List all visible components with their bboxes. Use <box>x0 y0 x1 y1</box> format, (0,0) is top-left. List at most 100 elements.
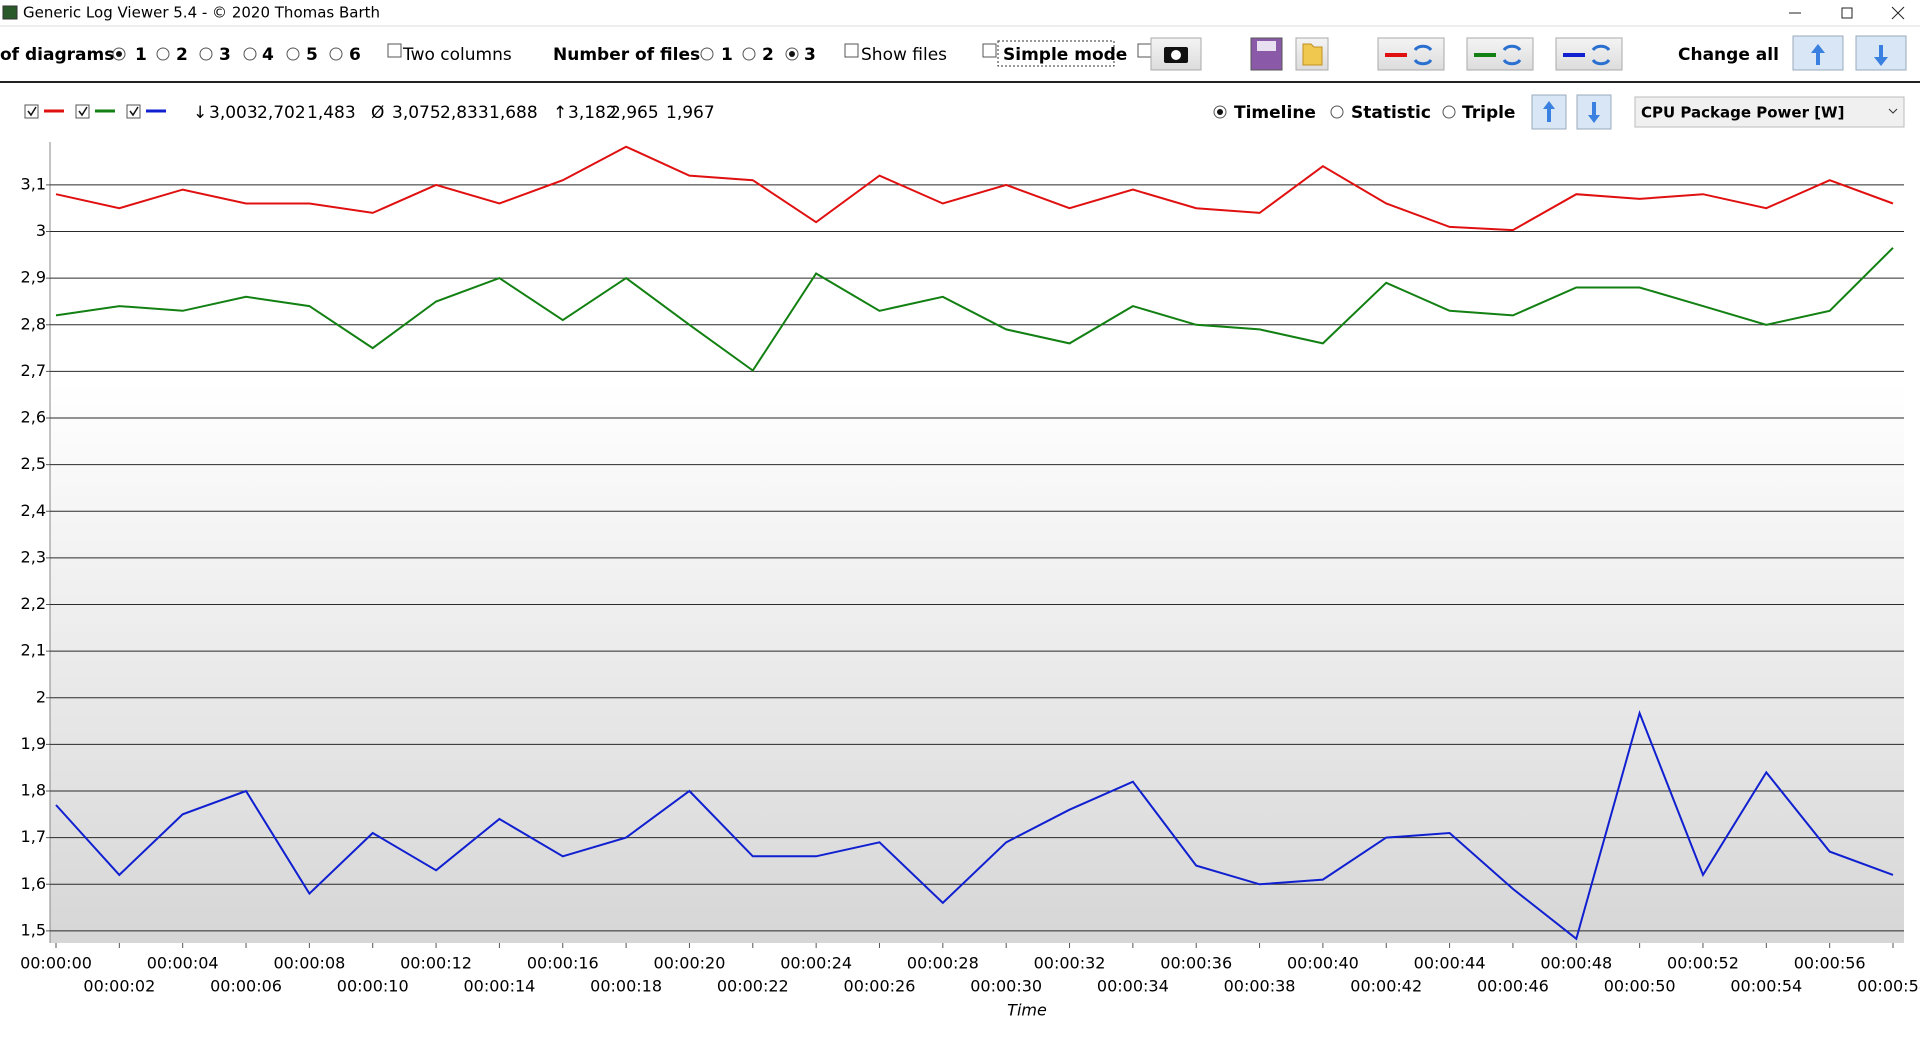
swap-icon <box>1591 44 1611 66</box>
stat-value: 2,965 <box>610 103 659 123</box>
x-tick-label: 00:00:28 <box>907 954 979 973</box>
series-checkbox[interactable] <box>24 104 39 119</box>
camera-lens <box>1171 50 1181 60</box>
x-tick-label: 00:00:06 <box>210 977 282 996</box>
x-tick-label: 00:00:10 <box>337 977 409 996</box>
checkbox[interactable] <box>844 43 859 58</box>
checkmark <box>78 106 88 117</box>
files-label: Number of files <box>553 45 700 65</box>
x-tick-label: 00:00:46 <box>1477 977 1549 996</box>
diagrams-radio[interactable] <box>286 47 300 61</box>
series-checkbox[interactable] <box>75 104 90 119</box>
y-tick-label: 2,8 <box>21 314 46 333</box>
change-all-label: Change all <box>1678 45 1779 65</box>
y-tick-label: 2,2 <box>21 594 46 613</box>
title-bar <box>0 0 1920 26</box>
swap-red-button[interactable] <box>1377 37 1445 71</box>
x-tick-label: 00:00:22 <box>717 977 789 996</box>
checkmark <box>129 106 139 117</box>
down-all-button[interactable] <box>1855 35 1907 71</box>
x-tick-label: 00:00:36 <box>1160 954 1232 973</box>
files-option: 3 <box>804 45 816 65</box>
x-tick-label: 00:00:30 <box>970 977 1042 996</box>
stat-value: 3,075 <box>392 103 441 123</box>
two-columns-label: Two columns <box>402 45 512 65</box>
y-tick-label: 3 <box>36 221 46 240</box>
series-checkbox[interactable] <box>126 104 141 119</box>
x-tick-label: 00:00:04 <box>147 954 219 973</box>
x-tick-label: 00:00:42 <box>1350 977 1422 996</box>
diagrams-option: 3 <box>219 45 231 65</box>
x-axis-label: Time <box>1007 1001 1047 1020</box>
view-radio[interactable] <box>1330 105 1344 119</box>
view-option: Triple <box>1462 103 1515 123</box>
up-all-button[interactable] <box>1792 35 1844 71</box>
files-radio-dot <box>789 51 795 57</box>
stat-value: 3,182 <box>568 103 617 123</box>
diagrams-option: 5 <box>306 45 318 65</box>
close-button[interactable] <box>1891 6 1905 20</box>
files-option: 1 <box>721 45 733 65</box>
diagrams-radio[interactable] <box>199 47 213 61</box>
x-tick-label: 00:00:50 <box>1604 977 1676 996</box>
y-tick-label: 2,5 <box>21 454 46 473</box>
y-tick-label: 2,3 <box>21 547 46 566</box>
series-line <box>55 247 1894 372</box>
x-tick-label: 00:00:26 <box>844 977 916 996</box>
view-up-button[interactable] <box>1531 94 1567 130</box>
y-tick-label: 2,6 <box>21 408 46 427</box>
diagrams-option: 4 <box>262 45 274 65</box>
down-arrow <box>1588 102 1600 123</box>
swap-blue-button[interactable] <box>1555 37 1623 71</box>
x-tick-label: 00:00:34 <box>1097 977 1169 996</box>
window-title: Generic Log Viewer 5.4 - © 2020 Thomas B… <box>23 4 380 22</box>
x-tick-label: 00:00:02 <box>83 977 155 996</box>
checkbox[interactable] <box>1137 43 1152 58</box>
checkbox[interactable] <box>387 43 402 58</box>
y-tick-label: 1,9 <box>21 734 46 753</box>
diagrams-radio[interactable] <box>156 47 170 61</box>
view-option: Timeline <box>1234 103 1316 123</box>
restore-button[interactable] <box>1841 7 1853 19</box>
y-tick-label: 2,1 <box>21 641 46 660</box>
view-radio[interactable] <box>1442 105 1456 119</box>
view-option: Statistic <box>1351 103 1431 123</box>
stat-value: 2,702 <box>257 103 306 123</box>
series-line <box>55 145 1894 232</box>
x-tick-label: 00:00:38 <box>1224 977 1296 996</box>
stat-value: 2,833 <box>440 103 489 123</box>
diagrams-option: 6 <box>349 45 361 65</box>
x-tick-label: 00:00:24 <box>780 954 852 973</box>
swap-green-button[interactable] <box>1466 37 1534 71</box>
sensor-dropdown[interactable]: CPU Package Power [W] <box>1634 96 1905 128</box>
diagrams-label: of diagrams <box>0 45 114 65</box>
diagrams-radio[interactable] <box>329 47 343 61</box>
checkbox[interactable] <box>982 43 997 58</box>
x-tick-label: 00:00:14 <box>463 977 535 996</box>
diagrams-option: 2 <box>176 45 188 65</box>
x-tick-label: 00:00:12 <box>400 954 472 973</box>
x-tick-label: 00:00:48 <box>1540 954 1612 973</box>
y-tick-label: 2,7 <box>21 361 46 380</box>
save-icon <box>1257 41 1276 51</box>
diagrams-option: 1 <box>135 45 147 65</box>
files-radio[interactable] <box>700 47 714 61</box>
diagrams-radio[interactable] <box>243 47 257 61</box>
checkmark <box>27 106 37 117</box>
x-tick-label: 00:00:18 <box>590 977 662 996</box>
swap-icon <box>1502 44 1522 66</box>
dropdown-caret <box>1888 108 1898 114</box>
diagrams-radio-dot <box>116 51 122 57</box>
stat-symbol: ↑ <box>553 103 567 123</box>
down-arrow <box>1874 45 1888 66</box>
y-tick-label: 1,8 <box>21 781 46 800</box>
files-radio[interactable] <box>742 47 756 61</box>
view-down-button[interactable] <box>1576 94 1612 130</box>
plot-background <box>50 142 1904 943</box>
view-radio-dot <box>1217 109 1223 115</box>
stat-symbol: Ø <box>371 103 384 123</box>
folder-icon <box>1302 43 1323 66</box>
y-tick-label: 1,6 <box>21 874 46 893</box>
